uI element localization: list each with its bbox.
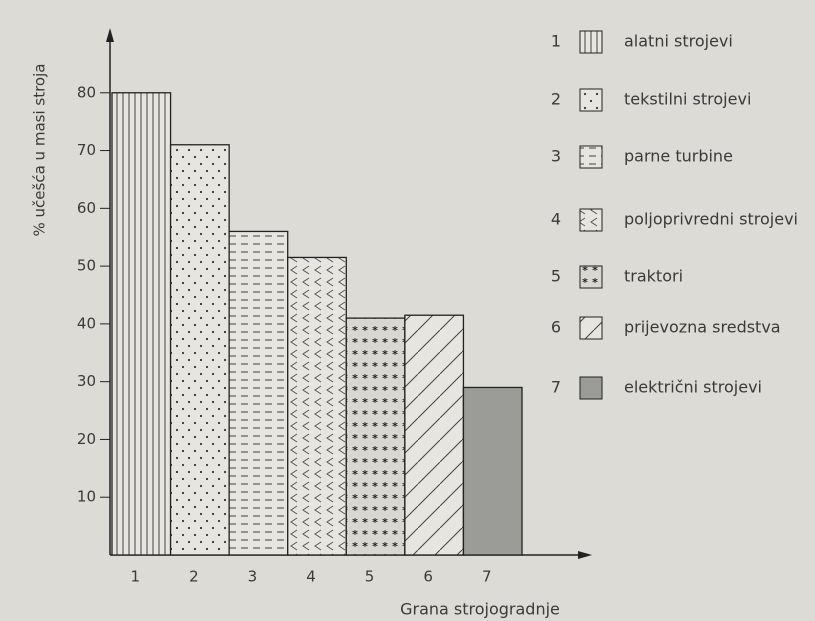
- y-tick-label: 70: [77, 141, 96, 159]
- x-tick-label: 7: [482, 568, 492, 586]
- y-tick-label: 10: [77, 488, 96, 506]
- x-tick-label: 3: [248, 568, 258, 586]
- legend-number: 1: [551, 32, 561, 51]
- y-tick-label: 80: [77, 83, 96, 101]
- legend-swatch: [579, 88, 603, 112]
- bar: [228, 230, 289, 556]
- legend-swatch: [579, 265, 603, 289]
- legend-label: alatni strojevi: [624, 32, 733, 51]
- legend-number: 4: [551, 210, 561, 229]
- legend-swatch: [579, 316, 603, 340]
- x-tick-label: 1: [131, 568, 141, 586]
- legend-label: poljoprivredni strojevi: [624, 210, 798, 229]
- x-axis-label: Grana strojogradnje: [400, 600, 560, 619]
- legend-swatch: [579, 208, 603, 232]
- legend-label: traktori: [624, 267, 683, 286]
- x-tick-label: 5: [365, 568, 375, 586]
- legend-swatch: [579, 145, 603, 169]
- y-tick-label: 40: [77, 314, 96, 332]
- y-tick-label: 50: [77, 257, 96, 275]
- x-tick-label: 6: [423, 568, 433, 586]
- legend-number: 2: [551, 90, 561, 109]
- y-axis-label: % učešća u masi stroja: [31, 64, 49, 237]
- legend-label: prijevozna sredstva: [624, 318, 781, 337]
- bar: [404, 314, 465, 556]
- x-tick-label: 2: [189, 568, 199, 586]
- x-arrow: [578, 551, 592, 559]
- bar: [345, 317, 406, 556]
- legend-number: 5: [551, 267, 561, 286]
- y-tick-label: 30: [77, 372, 96, 390]
- legend-label: parne turbine: [624, 147, 733, 166]
- legend-swatch: [579, 30, 603, 54]
- bar: [287, 256, 347, 556]
- legend-number: 7: [551, 378, 561, 397]
- y-tick-label: 20: [77, 430, 96, 448]
- bar: [169, 144, 230, 556]
- bar: [111, 92, 172, 556]
- y-tick-label: 60: [77, 199, 96, 217]
- y-arrow: [106, 28, 114, 42]
- bar: [462, 386, 523, 556]
- legend-label: tekstilni strojevi: [624, 90, 751, 109]
- legend-label: električni strojevi: [624, 378, 762, 397]
- legend-number: 6: [551, 318, 561, 337]
- x-tick-label: 4: [306, 568, 316, 586]
- legend-swatch: [579, 376, 603, 400]
- legend-number: 3: [551, 147, 561, 166]
